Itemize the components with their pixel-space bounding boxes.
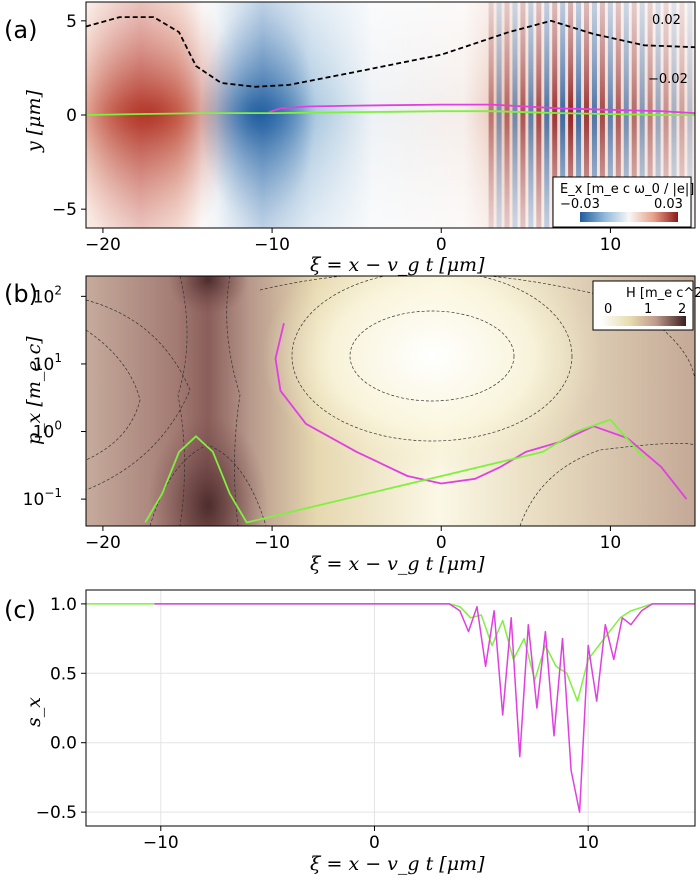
hamiltonian-contours (86, 276, 695, 526)
panel-c-frame (85, 589, 696, 827)
series-line (154, 603, 695, 813)
x-tick-label: −10 (143, 833, 179, 853)
series-line (268, 103, 695, 114)
panel-a-ylabel: y [μm] (23, 89, 45, 153)
x-tick-label: −10 (254, 235, 290, 255)
y-tick-label: −0.5 (36, 803, 77, 823)
panel-b-ylabel: p_x [m_e c] (23, 336, 45, 445)
x-tick-label: 0 (369, 833, 380, 853)
y-tick-label: 0 (66, 106, 77, 126)
panel-a-xlabel: ξ = x − v_g t [μm] (310, 254, 485, 276)
panel-c-grid (86, 590, 695, 826)
x-tick-label: 10 (600, 235, 622, 255)
colorbar-b-tick: 0 (604, 302, 612, 317)
colorbar-b: H [m_e c^2] 0 1 2 (592, 280, 700, 331)
panel-c-xlabel: ξ = x − v_g t [μm] (310, 853, 485, 875)
panel-c-label: (c) (4, 596, 36, 624)
colorbar-b-tick: 2 (678, 302, 686, 317)
secondary-tick: −0.02 (648, 72, 688, 87)
colorbar-a-max: 0.03 (654, 197, 683, 212)
panel-c-ylabel: s_x (23, 697, 45, 727)
series-line (86, 16, 695, 88)
x-tick-label: 0 (436, 533, 447, 553)
colorbar-b-tick: 1 (644, 302, 652, 317)
y-tick-label: 102 (33, 283, 62, 307)
panel-b-xlabel: ξ = x − v_g t [μm] (310, 553, 485, 575)
x-tick-label: −20 (85, 235, 121, 255)
y-tick-label: 1.0 (50, 595, 77, 615)
series-line (274, 322, 688, 500)
y-tick-label: 0.0 (50, 734, 77, 754)
x-tick-label: 10 (577, 833, 599, 853)
x-tick-label: −20 (85, 533, 121, 553)
y-tick-label: 0.5 (50, 664, 77, 684)
panel-a: (a) −20 −10 0 10 −5 0 5 0.02 −0.02 E_x [m_e c … (4, 1, 696, 276)
panel-c: (c) −10 0 10 −0.5 0.0 0.5 1.0 ξ = x − v_g t [μ… (4, 589, 696, 875)
series-line (144, 418, 645, 524)
x-tick-label: 0 (436, 235, 447, 255)
y-tick-label: −5 (52, 200, 77, 220)
colorbar-a-label: E_x [m_e c ω_0 / |e|] (560, 182, 694, 197)
panel-b-frame (85, 275, 696, 527)
panel-a-label: (a) (4, 16, 37, 44)
panel-b-label: (b) (4, 280, 38, 308)
series-line (86, 110, 695, 116)
x-tick-label: 10 (600, 533, 622, 553)
y-tick-label: 10−1 (23, 486, 62, 510)
secondary-tick: 0.02 (652, 13, 681, 28)
y-tick-label: 5 (66, 12, 77, 32)
colorbar-a-min: −0.03 (560, 197, 600, 212)
colorbar-b-label: H [m_e c^2] (626, 286, 700, 301)
series-line (86, 603, 695, 702)
colorbar-a: E_x [m_e c ω_0 / |e|] −0.03 0.03 (552, 176, 694, 228)
x-tick-label: −10 (254, 533, 290, 553)
panel-a-heatmap (86, 2, 695, 228)
